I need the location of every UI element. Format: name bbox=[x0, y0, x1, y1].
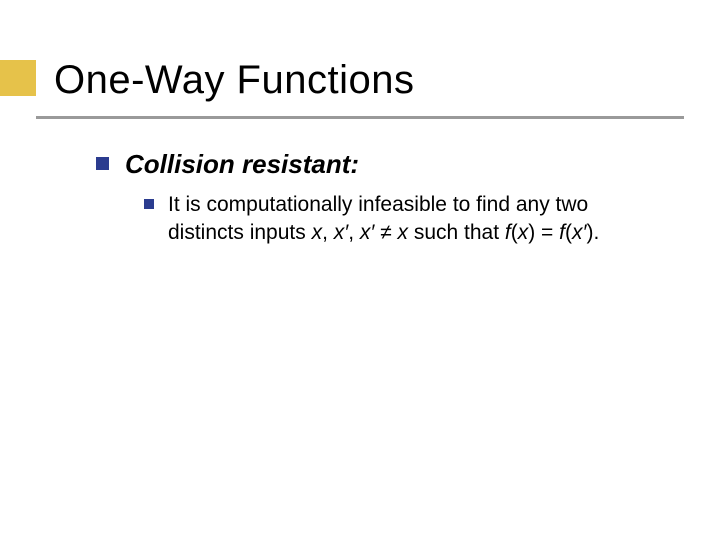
bullet-level1: Collision resistant: bbox=[96, 148, 666, 181]
accent-block bbox=[0, 60, 36, 96]
square-bullet-icon bbox=[144, 199, 154, 209]
var-x: x bbox=[518, 221, 529, 244]
text-segment: ( bbox=[565, 221, 572, 244]
level2-text: It is computationally infeasible to find… bbox=[168, 191, 666, 248]
var-x: x bbox=[312, 221, 323, 244]
level2-container: It is computationally infeasible to find… bbox=[144, 191, 666, 248]
var-x-prime: x′ bbox=[334, 221, 348, 244]
title-underline bbox=[36, 116, 684, 119]
slide-title: One-Way Functions bbox=[54, 58, 414, 103]
level1-text: Collision resistant: bbox=[125, 148, 359, 181]
var-x: x bbox=[398, 221, 409, 244]
text-segment: ). bbox=[586, 221, 599, 244]
text-segment: ≠ bbox=[374, 221, 397, 244]
var-x-prime: x′ bbox=[360, 221, 374, 244]
text-segment: , bbox=[322, 221, 334, 244]
var-x-prime: x′ bbox=[572, 221, 586, 244]
slide: One-Way Functions Collision resistant: I… bbox=[0, 0, 720, 540]
square-bullet-icon bbox=[96, 157, 109, 170]
text-segment: , bbox=[348, 221, 360, 244]
text-segment: ) = bbox=[528, 221, 559, 244]
text-segment: ( bbox=[511, 221, 518, 244]
slide-body: Collision resistant: It is computational… bbox=[96, 148, 666, 247]
bullet-level2: It is computationally infeasible to find… bbox=[144, 191, 666, 248]
text-segment: such that bbox=[408, 221, 505, 244]
